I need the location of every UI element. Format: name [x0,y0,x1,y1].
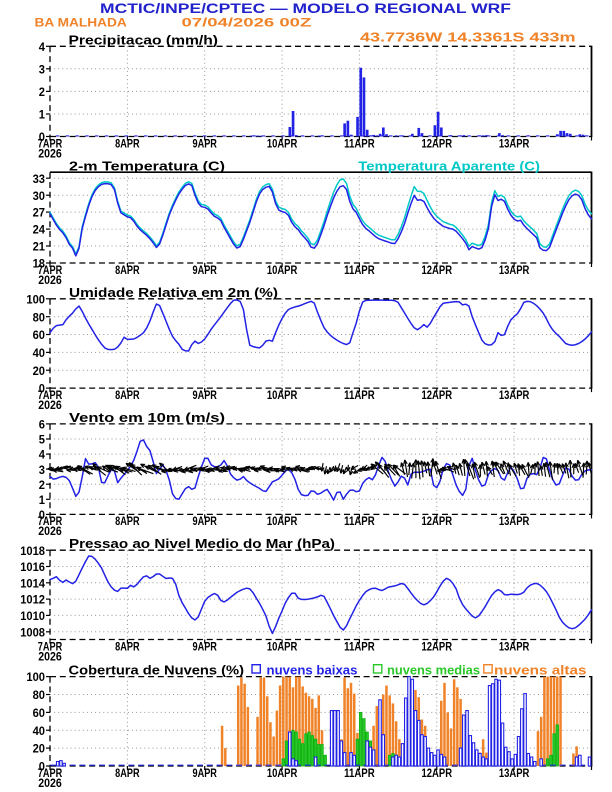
svg-text:1018: 1018 [20,544,45,558]
svg-text:13APR: 13APR [499,639,530,653]
svg-text:1010: 1010 [20,609,45,623]
svg-text:0: 0 [39,382,45,396]
svg-text:1012: 1012 [20,593,45,607]
svg-text:11APR: 11APR [344,514,375,528]
svg-text:8APR: 8APR [115,639,140,653]
svg-text:6: 6 [39,418,45,432]
svg-text:1: 1 [39,493,45,507]
svg-text:7APR: 7APR [38,639,63,653]
svg-text:9APR: 9APR [193,388,218,402]
svg-text:3: 3 [39,62,45,76]
svg-text:7APR: 7APR [38,766,63,780]
svg-text:9APR: 9APR [193,514,218,528]
svg-text:1008: 1008 [20,625,45,639]
svg-text:2: 2 [39,85,45,99]
svg-text:43.7736W 14.3361S 433m: 43.7736W 14.3361S 433m [360,31,576,45]
svg-text:Cobertura de Nuvens (%): Cobertura de Nuvens (%) [69,662,245,677]
svg-text:40: 40 [33,724,46,738]
svg-text:24: 24 [33,223,46,237]
svg-text:10APR: 10APR [267,388,298,402]
svg-text:11APR: 11APR [344,136,375,150]
svg-text:4: 4 [39,40,45,54]
svg-text:8APR: 8APR [115,263,140,277]
svg-text:12APR: 12APR [422,766,453,780]
svg-text:BA MALHADA: BA MALHADA [35,16,128,30]
svg-text:nuvens altas: nuvens altas [494,662,587,677]
svg-text:0: 0 [39,760,45,774]
svg-text:7APR: 7APR [38,514,63,528]
svg-text:21: 21 [33,240,46,254]
svg-text:60: 60 [33,328,46,342]
svg-text:8APR: 8APR [115,388,140,402]
svg-text:nuvens baixas: nuvens baixas [267,662,358,677]
svg-text:2: 2 [39,478,45,492]
svg-text:1: 1 [39,108,45,122]
svg-text:11APR: 11APR [344,766,375,780]
svg-text:7APR: 7APR [38,388,63,402]
svg-text:11APR: 11APR [344,263,375,277]
svg-text:0: 0 [39,130,45,144]
svg-text:20: 20 [33,364,46,378]
svg-text:9APR: 9APR [193,136,218,150]
svg-text:7APR: 7APR [38,263,63,277]
svg-text:2026: 2026 [38,649,62,663]
svg-text:100: 100 [26,292,45,306]
svg-text:13APR: 13APR [499,514,530,528]
svg-text:8APR: 8APR [115,514,140,528]
svg-text:20: 20 [33,742,46,756]
svg-text:40: 40 [33,346,46,360]
svg-text:9APR: 9APR [193,639,218,653]
svg-text:100: 100 [26,670,45,684]
svg-text:13APR: 13APR [499,388,530,402]
svg-text:9APR: 9APR [193,766,218,780]
svg-text:13APR: 13APR [499,136,530,150]
svg-text:Vento em 10m (m/s): Vento em 10m (m/s) [69,410,225,425]
svg-text:4: 4 [39,448,45,462]
svg-text:Umidade Relativa em 2m (%): Umidade Relativa em 2m (%) [69,285,278,300]
svg-text:1014: 1014 [20,576,45,590]
svg-text:80: 80 [33,688,46,702]
svg-text:30: 30 [33,189,46,203]
svg-text:12APR: 12APR [422,263,453,277]
svg-text:11APR: 11APR [344,639,375,653]
svg-text:27: 27 [33,206,46,220]
svg-text:10APR: 10APR [267,639,298,653]
svg-text:0: 0 [39,508,45,522]
svg-text:07/04/2026 00Z: 07/04/2026 00Z [182,16,312,30]
svg-text:Temperatura Aparente (C): Temperatura Aparente (C) [358,158,540,173]
svg-text:1016: 1016 [20,560,45,574]
svg-text:Precipitacao (mm/h): Precipitacao (mm/h) [69,32,219,47]
svg-text:8APR: 8APR [115,766,140,780]
svg-text:10APR: 10APR [267,263,298,277]
svg-text:Pressao ao Nivel Medio do Mar: Pressao ao Nivel Medio do Mar (hPa) [69,536,335,551]
svg-text:60: 60 [33,706,46,720]
svg-text:3: 3 [39,463,45,477]
svg-text:8APR: 8APR [115,136,140,150]
svg-text:MCTIC/INPE/CPTEC — MODELO REGI: MCTIC/INPE/CPTEC — MODELO REGIONAL WRF [100,1,511,16]
svg-text:7APR: 7APR [38,136,63,150]
svg-text:2026: 2026 [38,398,62,412]
svg-text:13APR: 13APR [499,766,530,780]
svg-text:nuvens medias: nuvens medias [387,662,480,677]
svg-text:10APR: 10APR [267,514,298,528]
svg-text:10APR: 10APR [267,766,298,780]
svg-text:12APR: 12APR [422,639,453,653]
svg-text:5: 5 [39,433,45,447]
svg-text:13APR: 13APR [499,263,530,277]
svg-text:2026: 2026 [38,776,62,790]
svg-text:2026: 2026 [38,273,62,287]
svg-text:80: 80 [33,310,46,324]
svg-text:12APR: 12APR [422,514,453,528]
svg-text:2-m Temperatura (C): 2-m Temperatura (C) [69,158,225,173]
svg-text:11APR: 11APR [344,388,375,402]
svg-text:2026: 2026 [38,146,62,160]
svg-text:2026: 2026 [38,524,62,538]
svg-text:9APR: 9APR [193,263,218,277]
svg-text:33: 33 [33,172,46,186]
svg-text:18: 18 [33,257,46,271]
svg-text:10APR: 10APR [267,136,298,150]
svg-text:12APR: 12APR [422,136,453,150]
svg-text:12APR: 12APR [422,388,453,402]
